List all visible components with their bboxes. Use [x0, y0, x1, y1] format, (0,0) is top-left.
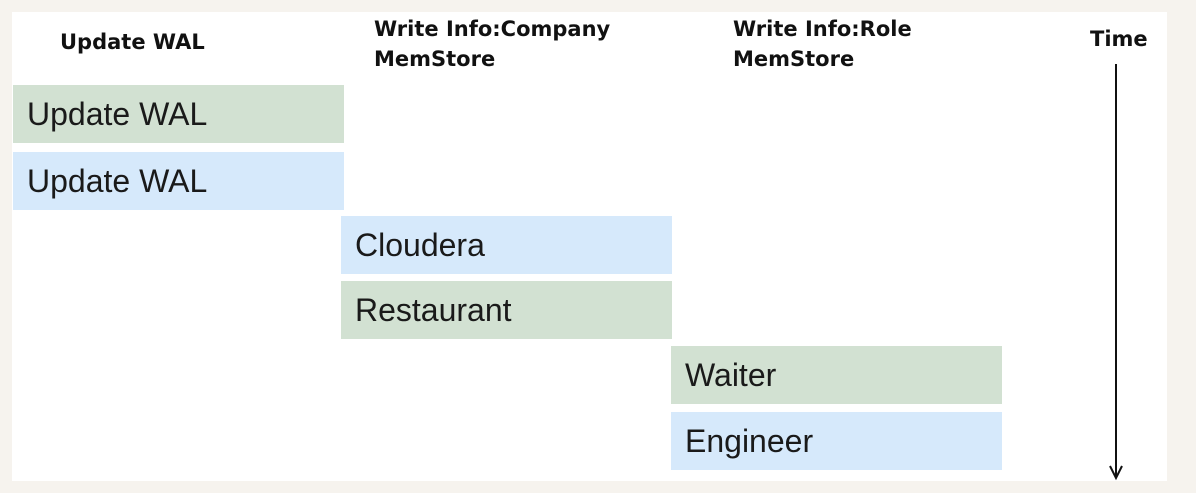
- header-write-info-company: Write Info:Company MemStore: [374, 14, 610, 74]
- block-waiter: Waiter: [671, 346, 1002, 404]
- block-label: Engineer: [685, 422, 814, 459]
- block-update-wal-1: Update WAL: [13, 85, 344, 143]
- block-label: Update WAL: [27, 162, 208, 199]
- block-label: Waiter: [685, 356, 777, 393]
- block-update-wal-2: Update WAL: [13, 152, 344, 210]
- block-label: Update WAL: [27, 95, 208, 132]
- block-engineer: Engineer: [671, 412, 1002, 470]
- block-label: Restaurant: [355, 291, 512, 328]
- header-write-info-role: Write Info:Role MemStore: [733, 14, 912, 74]
- header-update-wal: Update WAL: [60, 30, 205, 54]
- header-time: Time: [1090, 27, 1148, 51]
- block-cloudera: Cloudera: [341, 216, 672, 274]
- time-arrow-head: [1109, 465, 1123, 481]
- header-role-line1: Write Info:Role: [733, 17, 912, 41]
- block-label: Cloudera: [355, 226, 485, 263]
- header-role-line2: MemStore: [733, 47, 855, 71]
- header-company-line2: MemStore: [374, 47, 496, 71]
- block-restaurant: Restaurant: [341, 281, 672, 339]
- header-company-line1: Write Info:Company: [374, 17, 611, 41]
- time-arrow-icon: [1109, 64, 1123, 481]
